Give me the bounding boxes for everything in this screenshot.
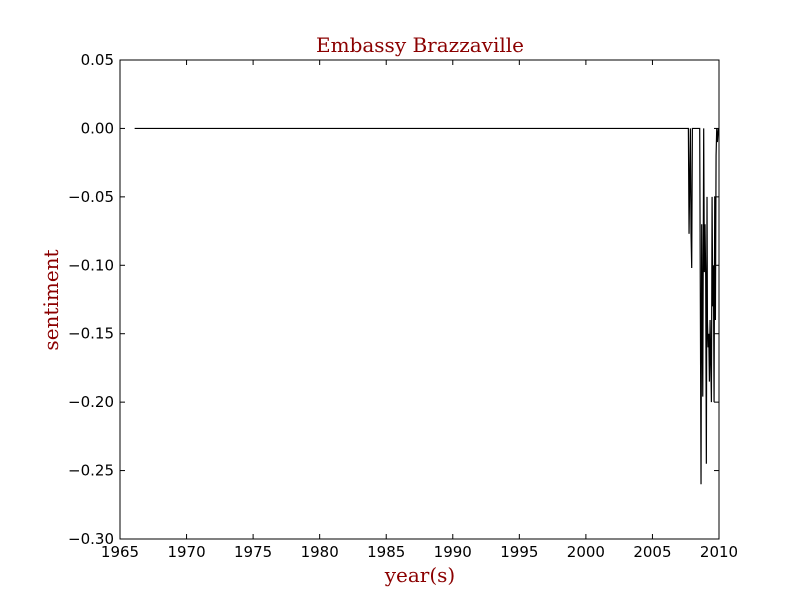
y-tick-label: 0.00 bbox=[81, 119, 114, 137]
y-axis: 0.05 0.00 −0.05 −0.10 −0.15 −0.20 −0.25 −0.30 bbox=[68, 51, 719, 548]
y-tick-label: −0.15 bbox=[68, 325, 114, 343]
x-axis: 1965 1970 1975 1980 1985 1990 1995 2000 2005 2010 bbox=[101, 60, 738, 561]
y-axis-label: sentiment bbox=[39, 249, 63, 350]
x-tick-label: 2010 bbox=[700, 543, 738, 561]
x-tick-label: 1990 bbox=[434, 543, 472, 561]
x-tick-label: 1995 bbox=[500, 543, 538, 561]
y-tick-label: 0.05 bbox=[81, 51, 114, 69]
x-tick-label: 1985 bbox=[367, 543, 405, 561]
x-tick-label: 1975 bbox=[234, 543, 272, 561]
plot-area bbox=[119, 59, 720, 540]
x-tick-label: 1970 bbox=[167, 543, 205, 561]
y-tick-label: −0.05 bbox=[68, 188, 114, 206]
plot-frame bbox=[119, 59, 720, 540]
x-tick-label: 2005 bbox=[633, 543, 671, 561]
y-tick-label: −0.10 bbox=[68, 256, 114, 274]
y-tick-label: −0.30 bbox=[68, 530, 114, 548]
x-axis-label: year(s) bbox=[384, 563, 456, 587]
y-tick-label: −0.25 bbox=[68, 462, 114, 480]
x-tick-label: 1965 bbox=[101, 543, 139, 561]
x-tick-label: 1980 bbox=[301, 543, 339, 561]
x-tick-label: 2000 bbox=[567, 543, 605, 561]
series-line-0 bbox=[134, 127, 719, 485]
chart-title: Embassy Brazzaville bbox=[316, 33, 524, 57]
y-tick-label: −0.20 bbox=[68, 393, 114, 411]
